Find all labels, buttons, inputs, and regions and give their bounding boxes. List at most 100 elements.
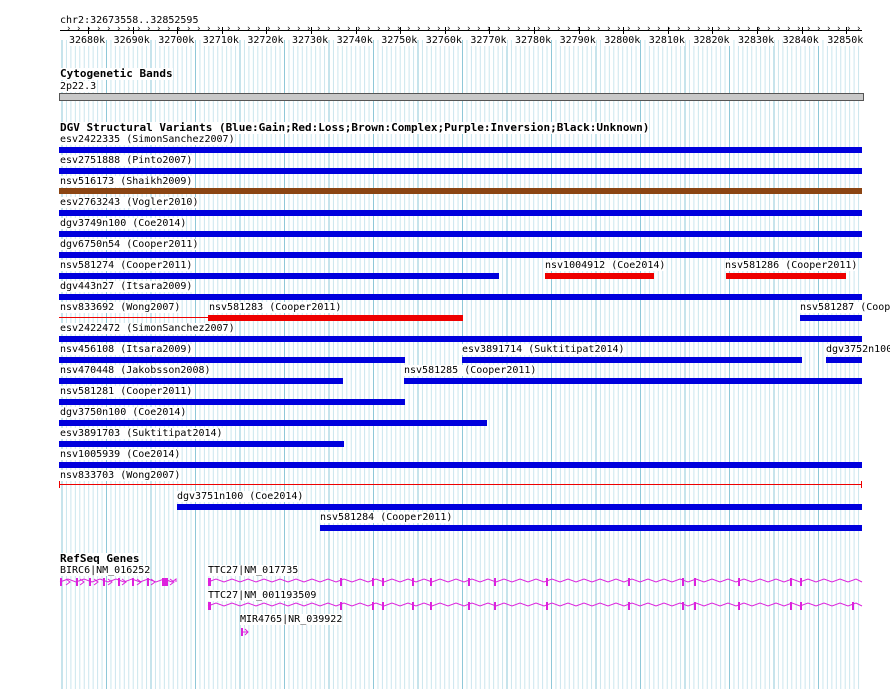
variant-bar-gain[interactable] — [59, 231, 862, 237]
variant-label[interactable]: esv2422335 (SimonSanchez2007) — [60, 134, 235, 145]
strand-arrow: › — [636, 24, 642, 34]
strand-arrow: › — [686, 24, 692, 34]
variant-bar-gain[interactable] — [404, 378, 862, 384]
variant-bar-gain[interactable] — [59, 210, 862, 216]
ruler-tick-label: 32810k — [648, 35, 685, 46]
variant-bar-gain[interactable] — [59, 168, 862, 174]
strand-arrow: › — [556, 24, 562, 34]
ruler-tick-mark — [355, 27, 357, 34]
ruler-tick-mark — [132, 27, 134, 34]
variant-bar-gain[interactable] — [59, 420, 487, 426]
refseq-track-title[interactable]: RefSeq Genes — [60, 552, 140, 565]
variant-bar-gain[interactable] — [826, 357, 862, 363]
variant-label[interactable]: dgv443n27 (Itsara2009) — [60, 281, 193, 292]
variant-label[interactable]: dgv3750n100 (Coe2014) — [60, 407, 187, 418]
strand-arrow: › — [596, 24, 602, 34]
variant-label[interactable]: nsv581274 (Cooper2011) — [60, 260, 193, 271]
strand-arrow: › — [726, 24, 732, 34]
variant-bar-complex[interactable] — [59, 188, 862, 194]
dgv-track-title[interactable]: DGV Structural Variants (Blue:Gain;Red:L… — [60, 121, 650, 134]
variant-bar-gain[interactable] — [462, 357, 802, 363]
variant-label[interactable]: nsv516173 (Shaikh2009) — [60, 176, 193, 187]
variant-label[interactable]: esv2763243 (Vogler2010) — [60, 197, 199, 208]
variant-label[interactable]: nsv833703 (Wong2007) — [60, 470, 181, 481]
strand-arrow: › — [496, 24, 502, 34]
variant-label[interactable]: nsv581286 (Cooper2011) — [725, 260, 858, 271]
strand-arrow: › — [676, 24, 682, 34]
variant-label[interactable]: esv3891703 (Suktitipat2014) — [60, 428, 223, 439]
ruler-tick-mark — [623, 27, 625, 34]
ruler-tick-mark — [534, 27, 535, 34]
gene-label[interactable]: TTC27|NM_001193509 — [208, 590, 317, 601]
ruler-tick-mark — [667, 27, 669, 34]
variant-bar-gain[interactable] — [59, 336, 862, 342]
variant-bar-loss[interactable] — [726, 273, 846, 279]
variant-bar-gain[interactable] — [59, 462, 862, 468]
variant-label[interactable]: esv3891714 (Suktitipat2014) — [462, 344, 625, 355]
variant-bar-loss[interactable] — [59, 484, 862, 485]
variant-bar-gain[interactable] — [59, 357, 405, 363]
cytoband-bar[interactable] — [59, 93, 864, 101]
ruler-tick-label: 32840k — [782, 35, 819, 46]
variant-bar-loss[interactable] — [59, 317, 209, 318]
variant-label[interactable]: dgv3749n100 (Coe2014) — [60, 218, 187, 229]
variant-bar-gain[interactable] — [59, 147, 862, 153]
ruler-tick-label: 32730k — [292, 35, 329, 46]
variant-label[interactable]: nsv581283 (Cooper2011) — [209, 302, 342, 313]
position-label: chr2:32673558..32852595 — [60, 15, 199, 26]
variant-bar-loss[interactable] — [545, 273, 654, 279]
strand-arrow: › — [366, 24, 372, 34]
ruler-tick-label: 32800k — [604, 35, 641, 46]
variant-label[interactable]: nsv581284 (Cooper2011) — [320, 512, 453, 523]
variant-label[interactable]: dgv3752n100 — [826, 344, 890, 355]
variant-label[interactable]: dgv6750n54 (Cooper2011) — [60, 239, 199, 250]
variant-bar-gain[interactable] — [320, 525, 862, 531]
strand-arrow: › — [216, 24, 222, 34]
variant-bar-gain[interactable] — [59, 378, 343, 384]
variant-bar-gain[interactable] — [59, 273, 499, 279]
variant-bar-gain[interactable] — [59, 441, 344, 447]
ruler-tick-mark — [444, 27, 446, 34]
strand-arrow: › — [626, 24, 632, 34]
variant-bar-gain[interactable] — [59, 399, 405, 405]
cytoband-track-title[interactable]: Cytogenetic Bands — [60, 67, 173, 80]
variant-label[interactable]: esv2751888 (Pinto2007) — [60, 155, 193, 166]
ruler-tick-label: 32740k — [336, 35, 373, 46]
ruler-tick-mark — [400, 27, 402, 34]
gene-label[interactable]: BIRC6|NM_016252 — [60, 565, 151, 576]
variant-bar-gain[interactable] — [59, 252, 862, 258]
variant-label[interactable]: nsv581287 (Cooper2011) — [800, 302, 890, 313]
strand-arrow: › — [756, 24, 762, 34]
strand-arrow: › — [586, 24, 592, 34]
variant-label[interactable]: nsv1004912 (Coe2014) — [545, 260, 666, 271]
variant-label[interactable]: dgv3751n100 (Coe2014) — [177, 491, 304, 502]
variant-label[interactable]: nsv456108 (Itsara2009) — [60, 344, 193, 355]
strand-arrow: › — [456, 24, 462, 34]
cytoband-label: 2p22.3 — [60, 81, 97, 92]
ruler-tick-mark — [801, 27, 803, 34]
strand-arrow: › — [426, 24, 432, 34]
strand-arrow: › — [826, 24, 832, 34]
variant-bar-gain[interactable] — [800, 315, 862, 321]
variant-label[interactable]: nsv470448 (Jakobsson2008) — [60, 365, 211, 376]
variant-bar-loss[interactable] — [208, 315, 463, 321]
strand-arrow: › — [526, 24, 532, 34]
variant-end-mark — [59, 481, 60, 488]
variant-label[interactable]: nsv581285 (Cooper2011) — [404, 365, 537, 376]
variant-label[interactable]: nsv833692 (Wong2007) — [60, 302, 181, 313]
variant-bar-gain[interactable] — [177, 504, 862, 510]
gene-label[interactable]: TTC27|NM_017735 — [208, 565, 299, 576]
strand-arrow: › — [156, 24, 162, 34]
variant-label[interactable]: nsv1005939 (Coe2014) — [60, 449, 181, 460]
variant-label[interactable]: nsv581281 (Cooper2011) — [60, 386, 193, 397]
strand-arrow: › — [386, 24, 392, 34]
strand-arrow: › — [506, 24, 512, 34]
ruler-tick-label: 32760k — [425, 35, 462, 46]
gene-label[interactable]: MIR4765|NR_039922 — [240, 614, 343, 625]
variant-label[interactable]: esv2422472 (SimonSanchez2007) — [60, 323, 235, 334]
strand-arrow: › — [476, 24, 482, 34]
variant-bar-gain[interactable] — [59, 294, 862, 300]
ruler-tick-label: 32720k — [247, 35, 284, 46]
variant-end-mark — [861, 481, 862, 488]
strand-arrow: › — [816, 24, 822, 34]
